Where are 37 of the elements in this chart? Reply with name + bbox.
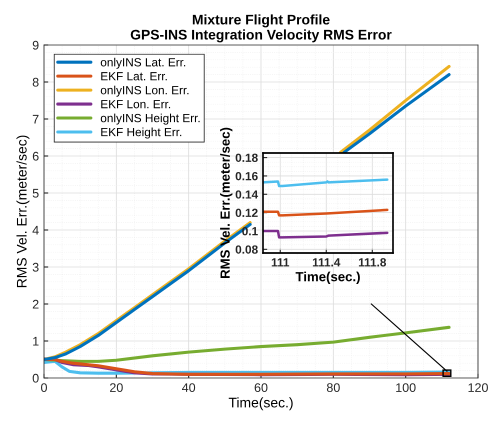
legend-label: onlyINS Height Err. <box>100 114 200 125</box>
y-tick-label: 5 <box>32 188 39 198</box>
y-tick-label: 9 <box>32 40 39 50</box>
x-tick-label: 80 <box>326 383 340 392</box>
x-tick-label: 60 <box>254 383 268 392</box>
legend-label: onlyINS Lon. Err. <box>100 86 188 97</box>
y-tick-label: 0.08 <box>236 245 258 254</box>
x-tick-label: 120 <box>468 383 488 392</box>
x-tick-label: 111 <box>272 258 290 266</box>
y-tick-label: 4 <box>32 226 39 235</box>
y-tick-label: 3 <box>32 262 39 272</box>
x-tick-label: 20 <box>110 383 123 392</box>
x-tick-label: 40 <box>182 383 196 392</box>
legend-label: EKF Height Err. <box>101 128 182 139</box>
x-tick-label: 111.4 <box>312 258 340 266</box>
y-tick-label: 2 <box>32 300 39 309</box>
chart-title: Mixture Flight Profile GPS-INS Integration Velocity RMS Error <box>130 14 392 42</box>
legend-label: EKF Lon. Err. <box>101 100 170 108</box>
x-tick-label: 111.8 <box>358 258 386 267</box>
y-tick-label: 0.18 <box>236 154 258 162</box>
y-tick-label: 0.1 <box>242 227 258 236</box>
y-tick-label: 1 <box>33 336 39 346</box>
y-tick-label: 7 <box>32 114 39 124</box>
x-tick-label: 100 <box>396 383 416 392</box>
y-tick-label: 0.14 <box>236 190 258 199</box>
x-tick-label: 0 <box>41 383 47 392</box>
y-tick-label: 0.16 <box>236 172 258 180</box>
y-axis-title: RMS Vel. Err.(meter/sec) <box>16 136 30 288</box>
y-axis-title: RMS Vel. Err.(meter/sec) <box>220 128 232 278</box>
x-axis-title: Time(sec.) <box>296 272 360 284</box>
legend-label: EKF Lat. Err. <box>101 72 167 80</box>
y-tick-label: 0.12 <box>236 208 258 218</box>
y-tick-label: 6 <box>32 152 39 161</box>
y-tick-label: 0 <box>32 374 39 383</box>
legend-label: onlyINS Lat. Err. <box>100 58 186 69</box>
x-axis-title: Time(sec.) <box>228 397 293 410</box>
y-tick-label: 8 <box>32 78 39 87</box>
